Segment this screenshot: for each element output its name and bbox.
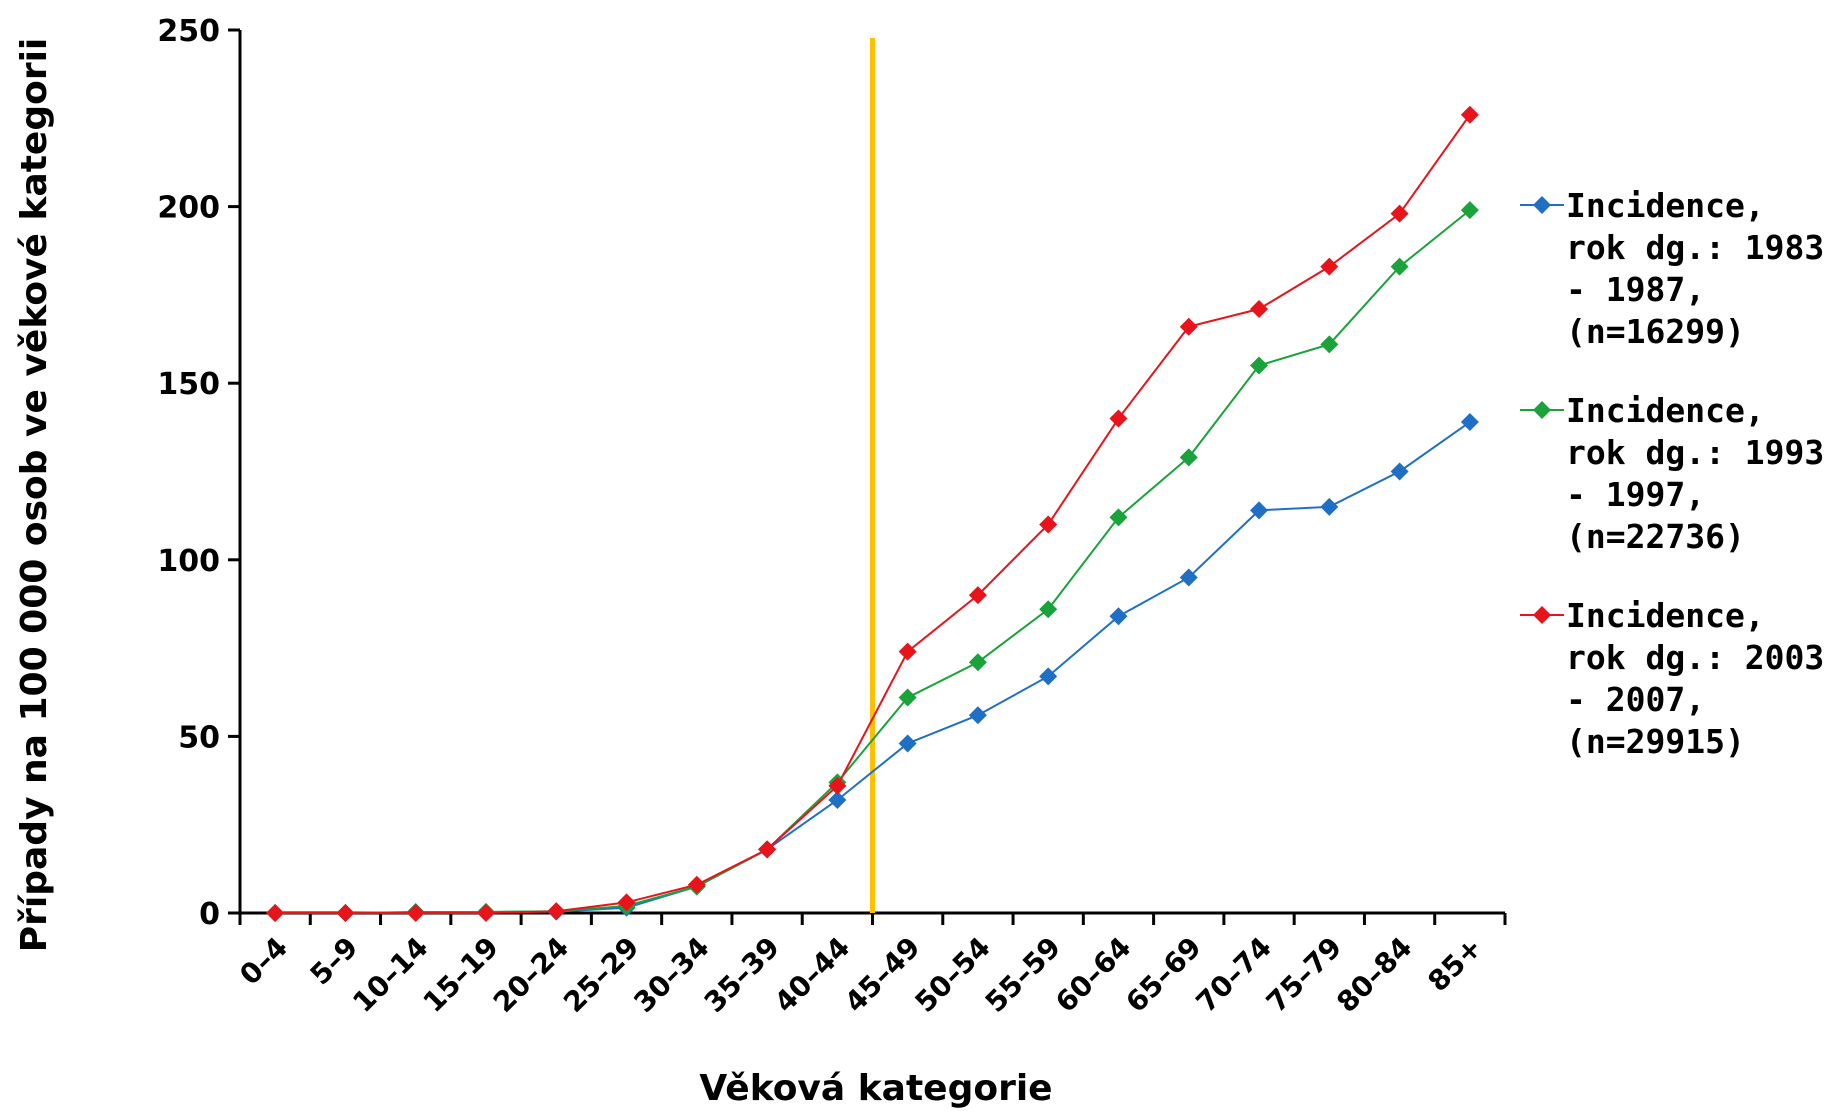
- data-point: [476, 904, 495, 922]
- data-point: [1320, 257, 1339, 276]
- data-point: [687, 875, 706, 894]
- x-tick-label: 5–9: [304, 931, 365, 992]
- legend-marker: [1533, 401, 1551, 419]
- y-tick-label: 250: [157, 14, 220, 49]
- legend-entry-1: Incidence,rok dg.: 1983- 1987,(n=16299): [1520, 186, 1824, 351]
- data-point: [1039, 600, 1058, 619]
- x-tick-label: 50–54: [909, 931, 997, 1019]
- legend-entry-3: Incidence,rok dg.: 2003- 2007,(n=29915): [1520, 596, 1824, 761]
- x-tick-label: 15–19: [417, 931, 505, 1019]
- data-point: [1250, 356, 1269, 375]
- legend: Incidence,rok dg.: 1983- 1987,(n=16299)I…: [1520, 186, 1824, 761]
- legend-label: (n=16299): [1566, 312, 1745, 351]
- legend-marker: [1533, 196, 1551, 214]
- legend-label: Incidence,: [1566, 391, 1765, 430]
- data-point: [1460, 413, 1479, 432]
- x-tick-label: 80–84: [1330, 931, 1418, 1019]
- series-3: [266, 105, 1479, 922]
- y-tick-label: 150: [157, 367, 220, 402]
- x-tick-label: 30–34: [627, 931, 715, 1019]
- data-point: [898, 734, 917, 753]
- legend-marker: [1533, 606, 1551, 624]
- data-point: [1250, 501, 1269, 520]
- data-point: [968, 653, 987, 672]
- data-point: [1460, 201, 1479, 220]
- x-tick-label: 85+: [1421, 931, 1488, 998]
- x-tick-label: 65–69: [1119, 931, 1207, 1019]
- data-point: [336, 904, 355, 922]
- data-point: [1109, 607, 1128, 626]
- y-tick-label: 100: [157, 544, 220, 579]
- legend-label: rok dg.: 1983: [1566, 228, 1824, 267]
- legend-label: - 1997,: [1566, 475, 1705, 514]
- axes-group: [228, 28, 1507, 925]
- x-tick-label: 40–44: [768, 931, 856, 1019]
- legend-label: (n=22736): [1566, 517, 1745, 556]
- data-point: [1179, 568, 1198, 587]
- legend-label: rok dg.: 2003: [1566, 638, 1824, 677]
- data-point: [1250, 300, 1269, 319]
- data-point: [406, 904, 425, 922]
- data-point: [968, 586, 987, 605]
- data-point: [266, 904, 285, 922]
- data-point: [1320, 497, 1339, 516]
- x-tick-label: 35–39: [698, 931, 786, 1019]
- legend-entry-2: Incidence,rok dg.: 1993- 1997,(n=22736): [1520, 391, 1824, 556]
- data-point: [898, 642, 917, 661]
- x-tick-label: 55–59: [979, 931, 1067, 1019]
- y-tick-label: 0: [199, 897, 220, 932]
- data-point: [1179, 317, 1198, 336]
- data-point: [547, 902, 566, 921]
- series-group: [266, 105, 1479, 922]
- data-point: [1039, 667, 1058, 686]
- data-point: [1109, 409, 1128, 428]
- x-tick-label: 25–29: [557, 931, 645, 1019]
- legend-label: - 1987,: [1566, 270, 1705, 309]
- legend-label: rok dg.: 1993: [1566, 433, 1824, 472]
- data-point: [1390, 462, 1409, 481]
- series-line: [275, 114, 1471, 914]
- x-tick-label: 10–14: [346, 931, 434, 1019]
- data-point: [1390, 257, 1409, 276]
- data-point: [758, 840, 777, 859]
- data-point: [968, 706, 987, 725]
- y-tick-label: 200: [157, 191, 220, 226]
- data-point: [1109, 508, 1128, 527]
- x-tick-label: 45–49: [838, 931, 926, 1019]
- x-tick-label: 70–74: [1190, 931, 1278, 1019]
- data-point: [1320, 335, 1339, 354]
- data-point: [1039, 515, 1058, 534]
- data-point: [617, 893, 636, 912]
- data-point: [1390, 204, 1409, 223]
- x-tick-label: 75–79: [1260, 931, 1348, 1019]
- data-point: [1179, 448, 1198, 467]
- legend-label: - 2007,: [1566, 680, 1705, 719]
- data-point: [828, 776, 847, 795]
- y-tick-labels: 0 50 100 150 200 250: [157, 14, 220, 932]
- y-tick-label: 50: [178, 720, 220, 755]
- data-point: [1460, 105, 1479, 124]
- legend-label: Incidence,: [1566, 596, 1765, 635]
- legend-label: (n=29915): [1566, 722, 1745, 761]
- x-axis-title: Věková kategorie: [699, 1068, 1052, 1109]
- data-point: [898, 688, 917, 707]
- data-point: [828, 790, 847, 809]
- x-tick-label: 0–4: [233, 931, 294, 992]
- x-tick-label: 20–24: [487, 931, 575, 1019]
- x-tick-labels: 0–4 5–910–1415–1920–2425–2930–3435–3940–4…: [233, 931, 1489, 1019]
- legend-label: Incidence,: [1566, 186, 1765, 225]
- y-axis-title: Případy na 100 000 osob ve věkové katego…: [14, 38, 55, 953]
- series-line: [275, 209, 1471, 914]
- x-tick-label: 60–64: [1049, 931, 1137, 1019]
